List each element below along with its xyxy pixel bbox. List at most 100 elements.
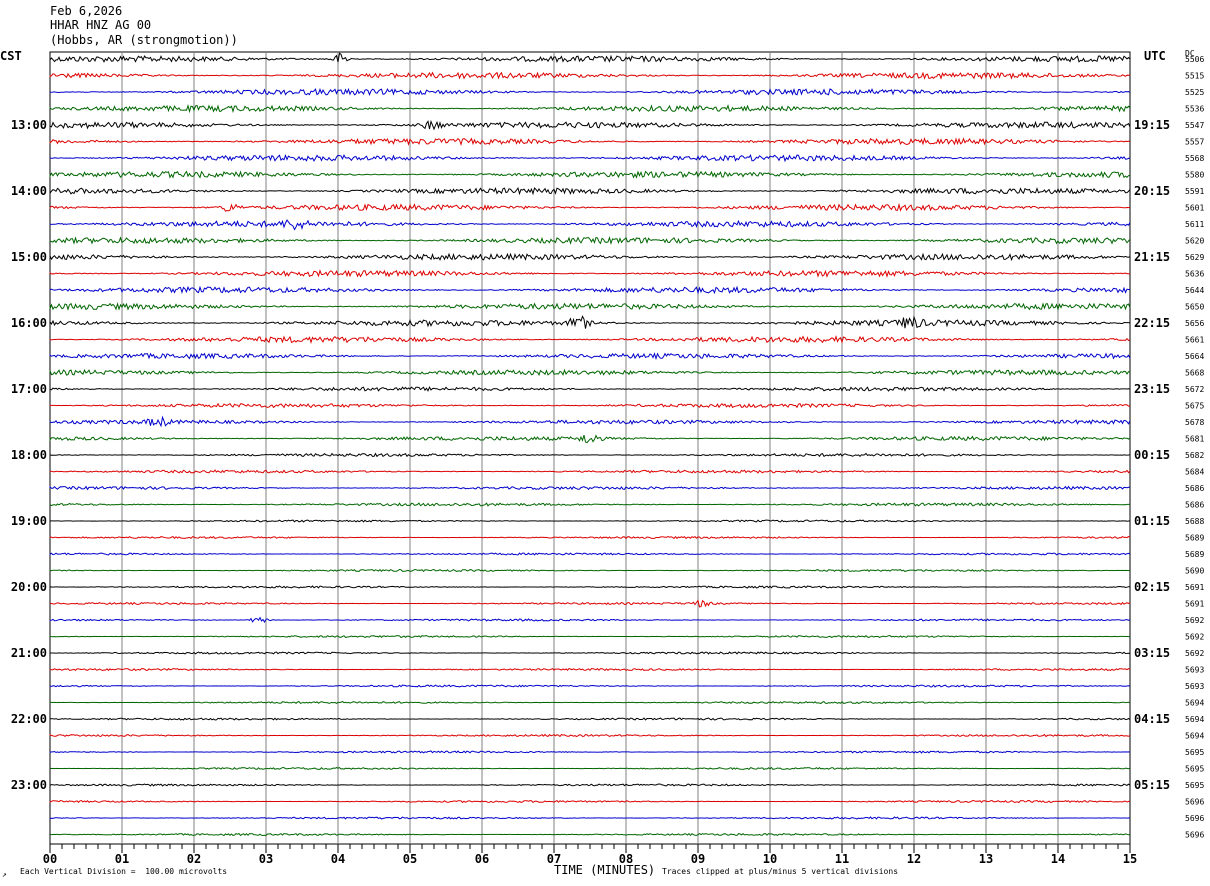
dc-value-label: 5696: [1185, 798, 1204, 807]
dc-value-label: 5591: [1185, 187, 1204, 196]
utc-hour-label: 01:15: [1134, 514, 1170, 528]
cst-hour-label: 20:00: [11, 580, 47, 594]
dc-value-label: 5692: [1185, 649, 1204, 658]
dc-value-label: 5557: [1185, 138, 1204, 147]
seismic-trace: [49, 104, 1131, 114]
dc-value-label: 5694: [1185, 732, 1204, 741]
dc-value-label: 5580: [1185, 171, 1204, 180]
dc-value-label: 5675: [1185, 402, 1204, 411]
utc-hour-label: 05:15: [1134, 778, 1170, 792]
utc-hour-label: 04:15: [1134, 712, 1170, 726]
label-layer: 00 01 02 03 04 05 06 07 08 09 10 11 12 13 14 15 5506 5515…: [11, 55, 1205, 866]
seismic-trace: [49, 285, 1131, 295]
seismic-trace: [49, 816, 1131, 820]
x-tick-label: 04: [331, 852, 345, 866]
seismic-trace: [49, 71, 1131, 80]
x-tick-label: 03: [259, 852, 273, 866]
x-tick-label: 01: [115, 852, 129, 866]
seismic-trace: [49, 783, 1131, 787]
dc-value-label: 5692: [1185, 633, 1204, 642]
station-location: (Hobbs, AR (strongmotion)): [50, 33, 238, 47]
seismic-trace: [49, 368, 1131, 377]
dc-column-label: DC: [1185, 49, 1195, 58]
seismic-trace: [49, 832, 1131, 837]
seismic-trace: [49, 700, 1131, 705]
seismic-trace: [49, 52, 1131, 64]
dc-value-label: 5664: [1185, 352, 1204, 361]
dc-value-label: 5656: [1185, 319, 1204, 328]
x-tick-label: 14: [1051, 852, 1065, 866]
seismic-trace: [49, 415, 1131, 428]
dc-value-label: 5506: [1185, 55, 1204, 64]
utc-hour-label: 00:15: [1134, 448, 1170, 462]
seismic-trace: [49, 219, 1131, 231]
seismic-trace: [49, 616, 1131, 623]
seismic-trace: [49, 485, 1131, 491]
x-tick-label: 02: [187, 852, 201, 866]
cst-hour-label: 16:00: [11, 316, 47, 330]
dc-value-label: 5693: [1185, 666, 1204, 675]
x-tick-label: 11: [835, 852, 849, 866]
x-tick-label: 15: [1123, 852, 1137, 866]
dc-value-label: 5681: [1185, 435, 1204, 444]
seismic-trace: [49, 585, 1130, 589]
x-axis-title: TIME (MINUTES): [554, 863, 656, 877]
seismic-trace: [49, 434, 1131, 444]
dc-value-label: 5686: [1185, 484, 1204, 493]
cst-hour-label: 18:00: [11, 448, 47, 462]
x-tick-label: 13: [979, 852, 993, 866]
utc-hour-label: 23:15: [1134, 382, 1170, 396]
dc-value-label: 5695: [1185, 765, 1204, 774]
seismic-trace: [49, 301, 1131, 311]
dc-value-label: 5692: [1185, 616, 1204, 625]
cst-hour-label: 22:00: [11, 712, 47, 726]
seismic-trace: [49, 236, 1131, 245]
cst-hour-label: 17:00: [11, 382, 47, 396]
seismic-trace: [49, 651, 1131, 655]
seismic-trace: [49, 552, 1131, 556]
dc-value-label: 5695: [1185, 781, 1204, 790]
dc-value-label: 5684: [1185, 468, 1204, 477]
cst-hour-label: 21:00: [11, 646, 47, 660]
seismic-trace: [49, 502, 1131, 507]
cst-hour-label: 23:00: [11, 778, 47, 792]
cst-hour-label: 19:00: [11, 514, 47, 528]
utc-hour-label: 19:15: [1134, 118, 1170, 132]
cst-hour-label: 15:00: [11, 250, 47, 264]
clip-note: Traces clipped at plus/minus 5 vertical …: [662, 867, 899, 876]
seismic-trace: [49, 519, 1131, 523]
left-timezone-label: CST: [0, 49, 22, 63]
seismic-trace: [49, 352, 1131, 361]
dc-value-label: 5620: [1185, 237, 1204, 246]
dc-value-label: 5696: [1185, 814, 1204, 823]
x-tick-label: 08: [619, 852, 633, 866]
cst-hour-label: 14:00: [11, 184, 47, 198]
dc-value-label: 5691: [1185, 600, 1204, 609]
dc-value-label: 5525: [1185, 88, 1204, 97]
seismic-trace: [49, 799, 1131, 804]
cst-hour-label: 13:00: [11, 118, 47, 132]
seismic-trace: [49, 154, 1131, 163]
dc-value-label: 5547: [1185, 121, 1204, 130]
seismic-trace: [49, 202, 1131, 212]
seismic-trace: [49, 535, 1131, 540]
dc-value-label: 5611: [1185, 220, 1204, 229]
utc-hour-label: 21:15: [1134, 250, 1170, 264]
dc-value-label: 5678: [1185, 418, 1204, 427]
seismic-trace: [49, 635, 1131, 639]
plot-date: Feb 6,2026: [50, 4, 123, 18]
seismic-trace: [49, 186, 1131, 196]
seismic-trace: [49, 684, 1131, 688]
utc-hour-label: 03:15: [1134, 646, 1170, 660]
seismic-trace: [49, 119, 1131, 131]
seismic-trace: [49, 469, 1131, 474]
seismic-trace: [49, 335, 1131, 344]
dc-value-label: 5644: [1185, 286, 1204, 295]
grid-layer: [49, 51, 1131, 853]
seismic-trace: [50, 766, 1131, 771]
utc-hour-label: 20:15: [1134, 184, 1170, 198]
seismic-trace: [49, 315, 1131, 329]
dc-value-label: 5689: [1185, 534, 1204, 543]
seismic-trace: [49, 717, 1131, 721]
utc-hour-label: 22:15: [1134, 316, 1170, 330]
